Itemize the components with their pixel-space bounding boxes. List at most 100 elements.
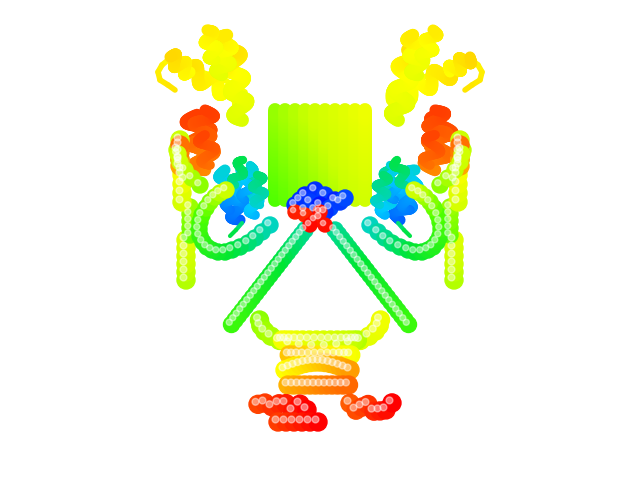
Circle shape bbox=[347, 401, 365, 419]
Circle shape bbox=[254, 283, 260, 289]
Circle shape bbox=[194, 224, 200, 230]
Circle shape bbox=[298, 401, 316, 419]
Circle shape bbox=[323, 376, 341, 394]
Circle shape bbox=[192, 177, 208, 193]
Circle shape bbox=[173, 149, 179, 155]
Circle shape bbox=[277, 331, 295, 349]
Circle shape bbox=[304, 379, 311, 386]
Circle shape bbox=[301, 404, 308, 410]
Circle shape bbox=[420, 192, 426, 198]
Circle shape bbox=[202, 194, 218, 210]
Circle shape bbox=[429, 234, 445, 250]
Circle shape bbox=[342, 379, 349, 386]
Circle shape bbox=[320, 190, 326, 196]
Circle shape bbox=[451, 131, 469, 149]
Circle shape bbox=[290, 376, 308, 394]
Circle shape bbox=[410, 247, 416, 253]
Circle shape bbox=[182, 227, 198, 243]
Circle shape bbox=[176, 164, 183, 171]
Circle shape bbox=[199, 239, 215, 255]
Circle shape bbox=[344, 243, 350, 249]
Circle shape bbox=[448, 258, 455, 265]
Circle shape bbox=[275, 256, 282, 262]
Circle shape bbox=[272, 416, 279, 423]
Circle shape bbox=[307, 376, 324, 394]
Circle shape bbox=[442, 213, 458, 229]
Circle shape bbox=[286, 357, 304, 375]
Circle shape bbox=[314, 331, 333, 349]
Circle shape bbox=[176, 171, 194, 189]
Circle shape bbox=[273, 335, 280, 341]
Circle shape bbox=[173, 161, 191, 179]
Circle shape bbox=[269, 258, 285, 274]
Circle shape bbox=[281, 335, 299, 353]
Circle shape bbox=[435, 216, 441, 223]
Circle shape bbox=[322, 200, 338, 216]
Circle shape bbox=[312, 376, 330, 394]
Circle shape bbox=[212, 247, 219, 253]
Circle shape bbox=[362, 217, 378, 233]
Circle shape bbox=[451, 143, 469, 161]
Circle shape bbox=[345, 331, 363, 349]
Circle shape bbox=[184, 170, 200, 186]
Circle shape bbox=[289, 238, 295, 244]
Circle shape bbox=[332, 346, 351, 364]
Circle shape bbox=[299, 358, 306, 364]
Circle shape bbox=[292, 349, 300, 356]
Circle shape bbox=[284, 349, 290, 356]
Circle shape bbox=[180, 250, 187, 257]
Circle shape bbox=[328, 376, 346, 394]
Circle shape bbox=[351, 334, 358, 341]
Circle shape bbox=[449, 175, 467, 193]
Circle shape bbox=[265, 220, 271, 226]
Circle shape bbox=[171, 157, 189, 175]
Circle shape bbox=[337, 236, 353, 252]
Circle shape bbox=[284, 338, 291, 345]
Circle shape bbox=[317, 349, 324, 356]
Circle shape bbox=[454, 134, 461, 141]
Circle shape bbox=[333, 340, 340, 347]
Circle shape bbox=[271, 331, 289, 349]
Circle shape bbox=[207, 189, 223, 205]
Circle shape bbox=[389, 301, 396, 307]
Circle shape bbox=[457, 149, 463, 155]
Circle shape bbox=[327, 346, 345, 364]
Circle shape bbox=[285, 376, 303, 394]
Circle shape bbox=[285, 243, 292, 249]
Circle shape bbox=[185, 216, 191, 222]
Circle shape bbox=[294, 398, 301, 405]
Circle shape bbox=[327, 192, 343, 208]
Circle shape bbox=[300, 331, 319, 349]
Circle shape bbox=[252, 317, 270, 335]
Circle shape bbox=[340, 349, 348, 356]
Circle shape bbox=[204, 242, 220, 258]
Circle shape bbox=[382, 292, 388, 298]
Circle shape bbox=[277, 413, 295, 431]
Circle shape bbox=[365, 270, 371, 276]
Circle shape bbox=[307, 182, 323, 198]
Circle shape bbox=[451, 136, 469, 154]
Circle shape bbox=[173, 175, 191, 193]
Circle shape bbox=[305, 197, 311, 203]
Circle shape bbox=[174, 146, 181, 153]
Circle shape bbox=[449, 174, 456, 181]
Circle shape bbox=[191, 221, 207, 237]
Circle shape bbox=[350, 404, 357, 411]
Circle shape bbox=[317, 376, 335, 394]
Circle shape bbox=[300, 190, 306, 196]
Circle shape bbox=[287, 405, 294, 412]
Circle shape bbox=[337, 346, 355, 364]
Circle shape bbox=[370, 317, 388, 335]
Circle shape bbox=[289, 360, 296, 367]
Circle shape bbox=[445, 239, 463, 257]
Circle shape bbox=[192, 214, 208, 230]
Circle shape bbox=[223, 316, 239, 333]
Circle shape bbox=[436, 224, 442, 230]
Circle shape bbox=[445, 209, 451, 215]
Circle shape bbox=[319, 357, 326, 363]
Circle shape bbox=[307, 202, 323, 218]
Circle shape bbox=[240, 235, 256, 251]
Circle shape bbox=[369, 325, 376, 332]
Circle shape bbox=[313, 205, 327, 219]
Circle shape bbox=[351, 252, 357, 258]
